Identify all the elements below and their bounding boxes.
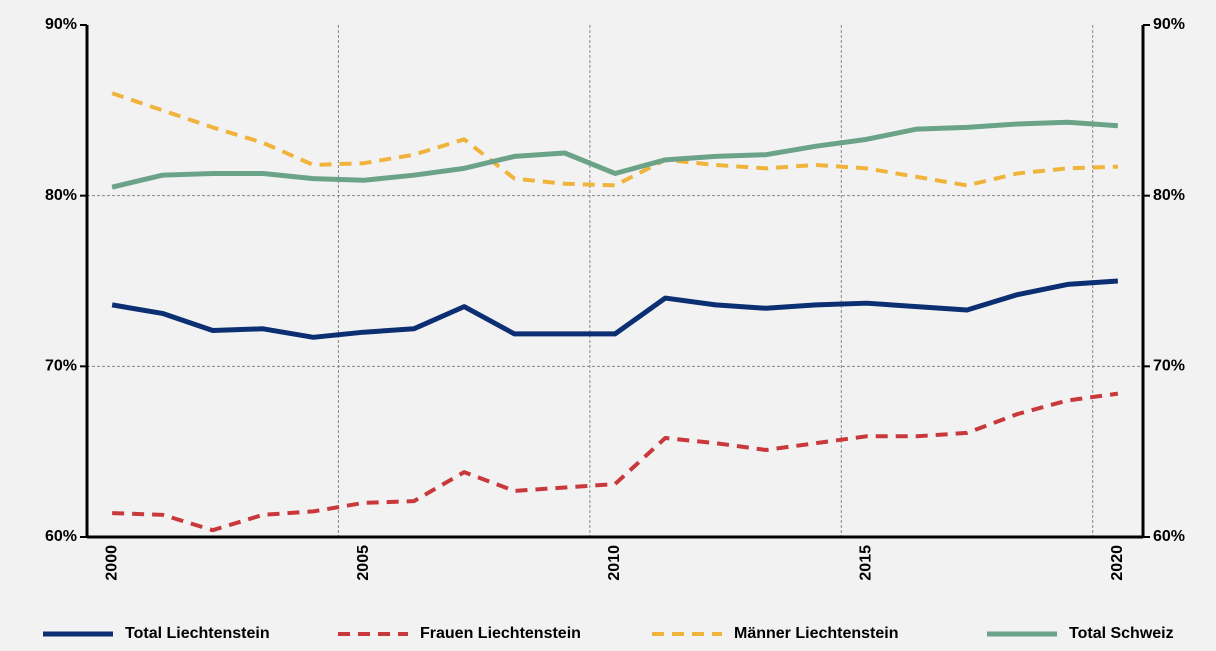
y2-tick-label: 90% xyxy=(1153,16,1185,33)
x-tick-label: 2020 xyxy=(1109,545,1126,581)
legend-label: Total Liechtenstein xyxy=(125,625,270,642)
y-tick-label: 80% xyxy=(45,187,77,204)
series-line xyxy=(111,278,1119,340)
x-tick-label: 2015 xyxy=(858,545,875,581)
y2-tick-label: 80% xyxy=(1153,187,1185,204)
y2-tick-label: 70% xyxy=(1153,358,1185,375)
y-tick-label: 60% xyxy=(45,528,77,545)
legend-label: Männer Liechtenstein xyxy=(734,625,898,642)
series-line xyxy=(111,119,1119,190)
series-line xyxy=(112,391,1119,533)
legend-label: Frauen Liechtenstein xyxy=(420,625,581,642)
x-tick-label: 2000 xyxy=(103,545,120,581)
y2-tick-label: 60% xyxy=(1153,528,1185,545)
x-tick-label: 2010 xyxy=(606,545,623,581)
legend-label: Total Schweiz xyxy=(1069,625,1174,642)
x-tick-label: 2005 xyxy=(355,545,372,581)
y-tick-label: 70% xyxy=(45,358,77,375)
y-tick-label: 90% xyxy=(45,16,77,33)
